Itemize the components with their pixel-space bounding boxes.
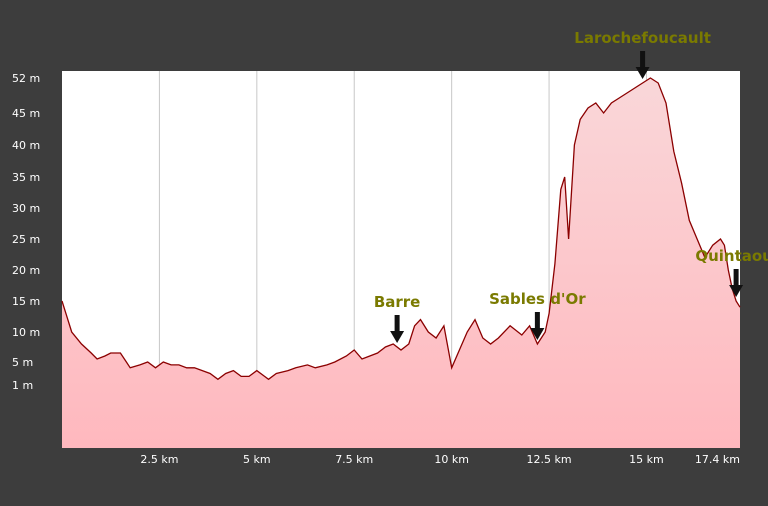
x-tick-label: 2.5 km (140, 453, 178, 466)
arrow-head (729, 285, 744, 297)
y-tick-label: 1 m (12, 379, 33, 392)
y-tick-label: 45 m (12, 107, 40, 120)
annotation-label: Sables d'Or (489, 290, 586, 308)
arrow-head (390, 331, 405, 343)
x-tick-label: 5 km (243, 453, 271, 466)
arrow-shaft (640, 51, 646, 69)
annotation-label: Larochefoucault (574, 29, 711, 47)
arrow-head (635, 67, 650, 79)
arrow-shaft (394, 315, 400, 333)
annotations: Barre Sables d'Or Larochefoucault Quintaou (374, 29, 768, 343)
arrow-shaft (534, 312, 540, 330)
y-tick-label: 52 m (12, 72, 40, 85)
y-tick-label: 15 m (12, 295, 40, 308)
x-tick-label: 7.5 km (335, 453, 373, 466)
y-tick-label: 5 m (12, 356, 33, 369)
y-tick-label: 30 m (12, 202, 40, 215)
arrow-head (530, 328, 545, 340)
y-axis-ticks: 52 m 45 m 40 m 35 m 30 m 25 m 20 m 15 m 10 m 5 m 1… (12, 72, 40, 392)
y-tick-label: 10 m (12, 326, 40, 339)
x-tick-label: 10 km (434, 453, 469, 466)
annotation-quintaou: Quintaou (695, 247, 768, 297)
elevation-area (62, 78, 740, 448)
annotation-barre: Barre (374, 293, 421, 343)
y-tick-label: 35 m (12, 171, 40, 184)
x-tick-label: 12.5 km (527, 453, 572, 466)
y-tick-label: 25 m (12, 233, 40, 246)
y-tick-label: 40 m (12, 139, 40, 152)
x-tick-label: 17.4 km (695, 453, 740, 466)
elevation-line (61, 77, 741, 381)
annotation-label: Quintaou (695, 247, 768, 265)
annotation-larochefoucault: Larochefoucault (574, 29, 711, 79)
y-tick-label: 20 m (12, 264, 40, 277)
x-axis-ticks: 2.5 km 5 km 7.5 km 10 km 12.5 km 15 km 17.4 km (140, 453, 740, 466)
annotation-label: Barre (374, 293, 421, 311)
x-tick-label: 15 km (629, 453, 664, 466)
arrow-shaft (733, 269, 739, 287)
annotation-sables-d-or: Sables d'Or (489, 290, 586, 340)
